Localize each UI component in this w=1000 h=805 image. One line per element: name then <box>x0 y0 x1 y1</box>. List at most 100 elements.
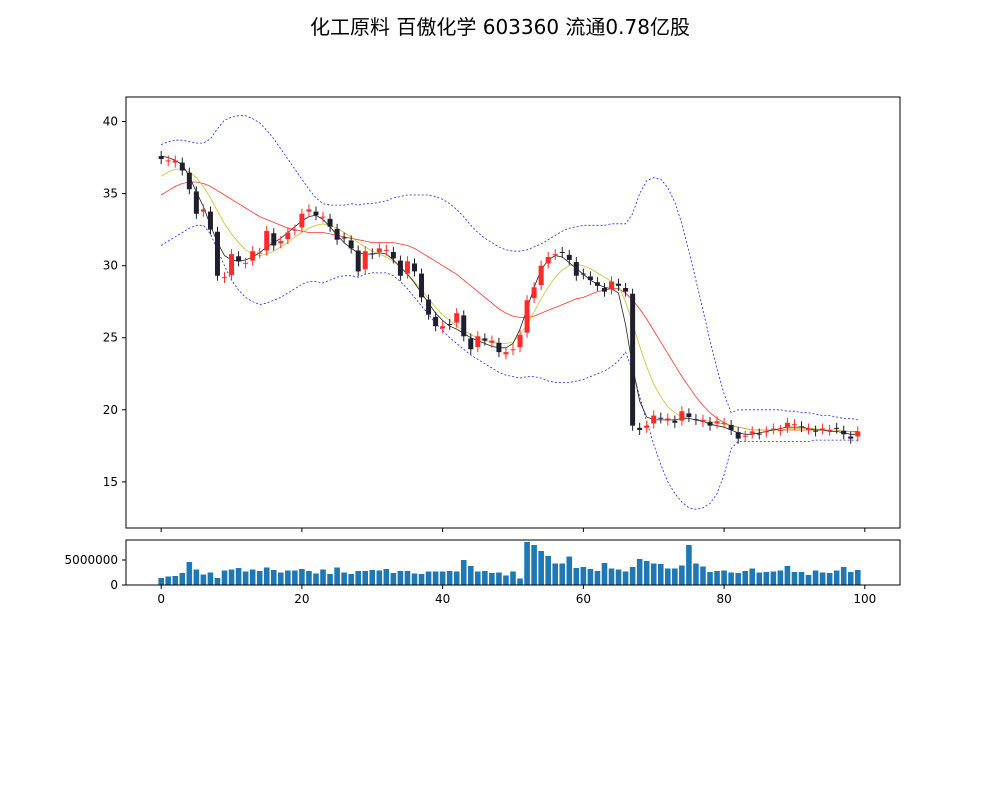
candle <box>644 420 650 433</box>
volume-bar <box>467 566 474 585</box>
x-tick-label: 80 <box>716 592 731 606</box>
candle-body <box>714 421 720 424</box>
x-tick-label: 20 <box>294 592 309 606</box>
candle-body <box>679 411 685 421</box>
volume-panel: 0 5000000 0 20 40 60 80 100 <box>65 539 901 606</box>
ma-mid-line <box>160 168 858 434</box>
candle <box>756 428 762 440</box>
candle-body <box>355 250 361 272</box>
candle <box>327 213 333 232</box>
candle <box>791 419 797 430</box>
candle <box>489 335 495 348</box>
candle-body <box>686 413 692 418</box>
volume-bar <box>186 562 193 585</box>
volume-bar <box>756 572 763 585</box>
volume-bar <box>714 571 720 585</box>
candle-body <box>243 262 249 264</box>
candle <box>172 155 178 168</box>
volume-bar <box>503 575 509 585</box>
candle-body <box>672 420 678 423</box>
candle-body <box>426 299 432 315</box>
candle <box>841 425 847 440</box>
volume-bar <box>390 573 397 585</box>
candle-body <box>236 256 242 262</box>
volume-bar <box>299 569 305 585</box>
price-y-tick-label: 40 <box>103 115 118 129</box>
price-y-tick-label: 15 <box>103 475 118 489</box>
candle-body <box>419 273 425 298</box>
candle-body <box>777 429 783 431</box>
volume-bar <box>636 559 643 585</box>
candle <box>320 211 326 223</box>
price-y-tick-label: 20 <box>103 403 118 417</box>
volume-bar <box>475 571 481 585</box>
volume-y-tick-label: 5000000 <box>65 553 118 567</box>
volume-bar <box>369 570 376 585</box>
candle-body <box>390 251 396 259</box>
volume-y-tick-label: 0 <box>110 578 118 592</box>
candle <box>236 251 242 267</box>
candle-body <box>735 432 741 439</box>
volume-bar <box>728 572 734 585</box>
candle-body <box>798 426 804 428</box>
candle <box>820 423 826 435</box>
bollinger-lower-line <box>160 224 858 510</box>
candle <box>510 344 516 356</box>
volume-bar <box>672 568 678 585</box>
candle <box>271 228 277 251</box>
candle-body <box>461 315 467 337</box>
candle-body <box>320 216 326 218</box>
candle-body <box>207 211 213 230</box>
candle <box>419 268 425 303</box>
candle <box>411 258 417 277</box>
candle-body <box>566 254 572 260</box>
candle-body <box>292 229 298 231</box>
volume-bar <box>819 572 826 585</box>
candle-body <box>186 172 192 190</box>
candle-body <box>341 237 347 239</box>
candle-body <box>158 156 164 159</box>
candle-body <box>791 424 797 426</box>
candle <box>383 244 389 256</box>
candle <box>165 155 171 167</box>
candle-body <box>552 254 558 256</box>
volume-bar <box>242 571 249 585</box>
candle-body <box>665 418 671 421</box>
candle <box>686 408 692 423</box>
candle <box>742 430 748 442</box>
candle-body <box>334 228 340 240</box>
candle <box>573 257 579 281</box>
volume-bar <box>383 569 390 585</box>
candle-body <box>700 419 706 423</box>
candle <box>250 246 256 266</box>
x-tick-label: 60 <box>576 592 591 606</box>
candle <box>517 329 523 353</box>
candle <box>292 224 298 236</box>
candle <box>200 204 206 217</box>
candle-body <box>200 209 206 212</box>
candle-body <box>601 287 607 292</box>
candle <box>496 337 502 358</box>
candle-body <box>489 340 495 343</box>
candle-body <box>278 241 284 244</box>
candle-body <box>820 428 826 430</box>
volume-bar <box>165 576 172 585</box>
candle-body <box>475 336 481 348</box>
volume-bar <box>531 545 537 585</box>
volume-bar <box>763 572 770 585</box>
volume-bar <box>707 572 713 585</box>
volume-bar <box>278 572 284 585</box>
volume-bar <box>566 556 573 585</box>
volume-bar <box>439 571 446 585</box>
volume-bar <box>418 574 425 585</box>
volume-bar <box>489 573 495 585</box>
volume-bar <box>341 572 347 585</box>
volume-bar <box>524 542 530 585</box>
volume-bar <box>460 560 467 585</box>
ma-short-line <box>161 155 858 435</box>
candle-body <box>271 233 277 246</box>
volume-bar <box>320 569 326 585</box>
candle-body <box>517 334 523 348</box>
